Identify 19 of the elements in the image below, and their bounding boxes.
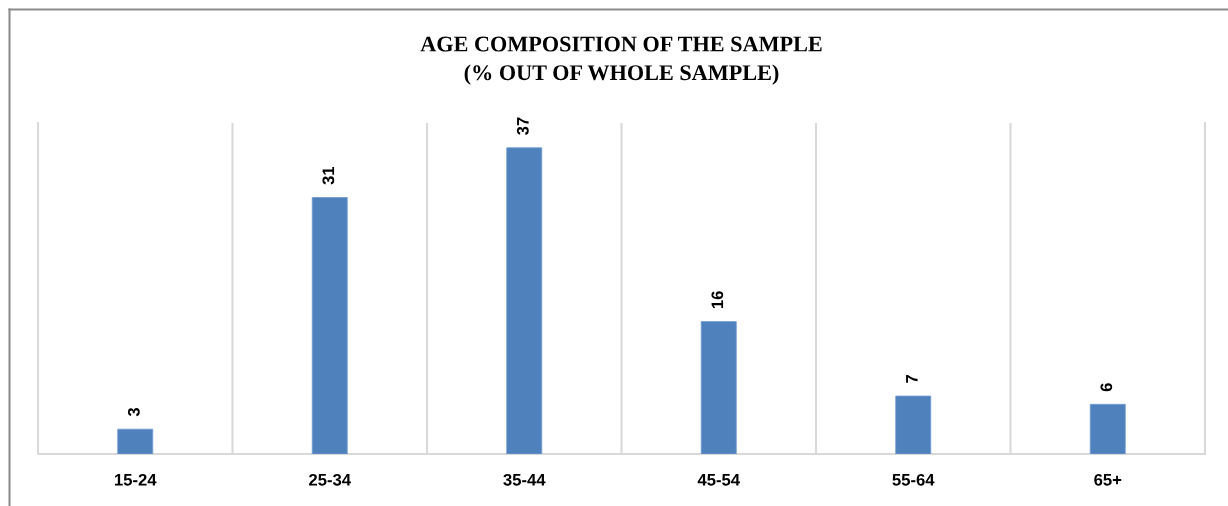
- bar: [700, 321, 737, 454]
- data-label: 3: [127, 408, 140, 417]
- data-label: 37: [516, 117, 529, 135]
- bar: [1089, 403, 1126, 454]
- data-label: 6: [1100, 383, 1113, 392]
- data-label: 16: [711, 291, 724, 309]
- bar: [506, 147, 543, 454]
- x-tick-label: 35-44: [503, 473, 546, 486]
- data-label: 31: [322, 166, 335, 185]
- x-tick-label: 55-64: [892, 473, 935, 486]
- bar: [895, 395, 932, 454]
- x-tick-label: 15-24: [114, 473, 157, 486]
- bar: [311, 197, 348, 454]
- data-label: 7: [906, 375, 918, 383]
- chart-title: AGE COMPOSITION OF THE SAMPLE (% OUT OF WHOLE SAMPLE): [420, 36, 822, 85]
- x-tick-label: 25-34: [309, 473, 351, 486]
- bar: [117, 428, 154, 454]
- x-tick-label: 45-54: [697, 474, 740, 486]
- x-tick-label: 65+: [1094, 473, 1122, 486]
